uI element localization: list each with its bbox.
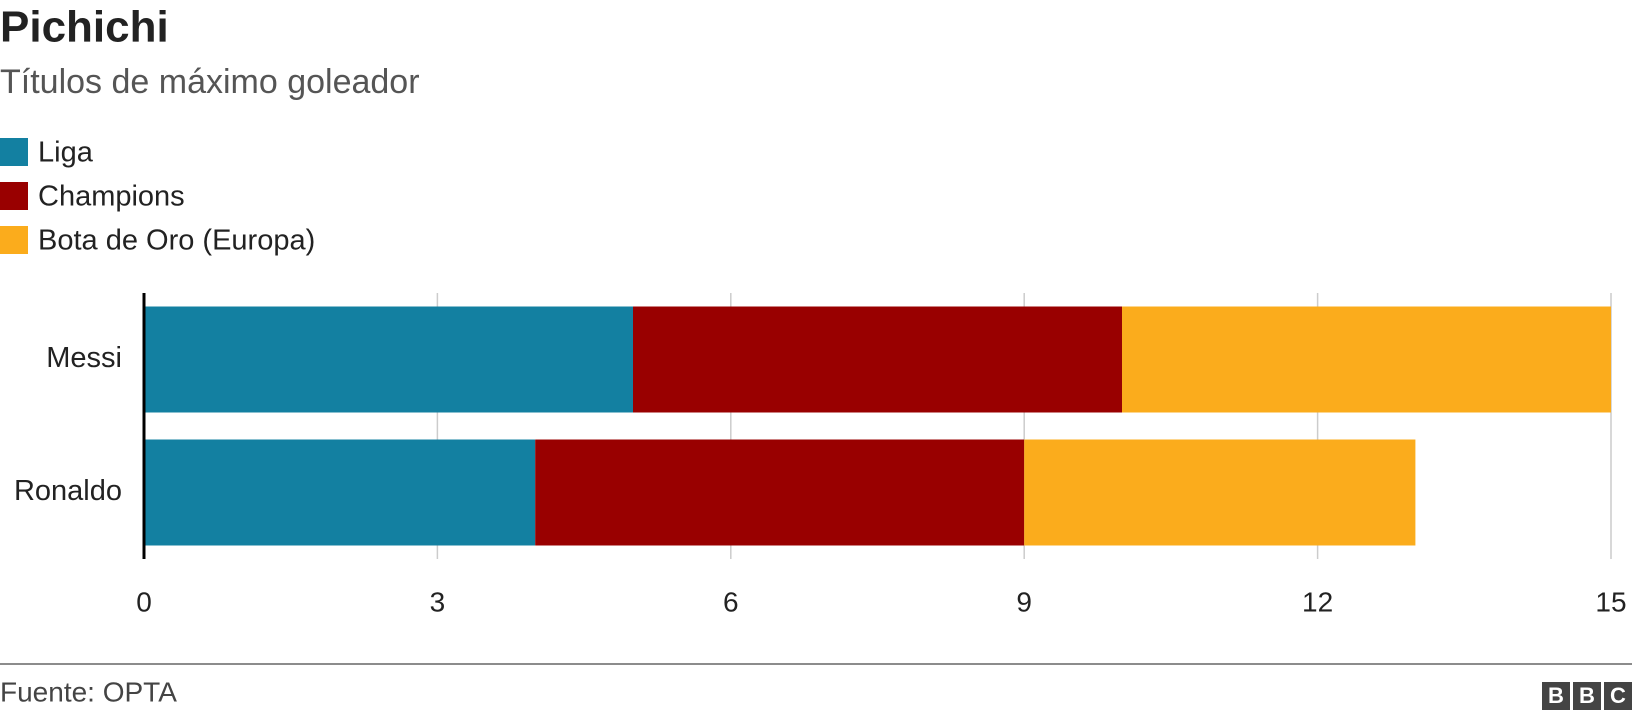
bar (1122, 306, 1611, 413)
chart-subtitle: Títulos de máximo goleador (0, 63, 420, 101)
x-tick-label: 3 (430, 586, 446, 617)
logo-letter: B (1579, 683, 1595, 708)
logo-box (1573, 682, 1601, 710)
logo-box (1604, 682, 1632, 710)
x-tick-label: 0 (136, 586, 152, 617)
bar (144, 439, 536, 546)
x-tick-label: 6 (723, 586, 739, 617)
legend-swatch (0, 138, 28, 166)
legend-label: Champions (38, 181, 185, 213)
x-tick-label: 12 (1302, 586, 1333, 617)
logo-letter: C (1610, 683, 1626, 708)
logo-box (1542, 682, 1570, 710)
bar (1024, 439, 1416, 546)
legend-swatch (0, 226, 28, 254)
y-tick-label: Messi (46, 342, 122, 374)
y-tick-label: Ronaldo (14, 475, 122, 507)
x-tick-label: 9 (1016, 586, 1032, 617)
source: Fuente: OPTA (0, 676, 177, 707)
bar (633, 306, 1122, 413)
bar (144, 306, 633, 413)
bar (535, 439, 1025, 546)
x-tick-label: 15 (1595, 586, 1626, 617)
legend-label: Bota de Oro (Europa) (38, 225, 315, 257)
legend-swatch (0, 182, 28, 210)
chart-title: Pichichi (0, 3, 169, 52)
logo-letter: B (1548, 683, 1564, 708)
legend-label: Liga (38, 137, 94, 169)
